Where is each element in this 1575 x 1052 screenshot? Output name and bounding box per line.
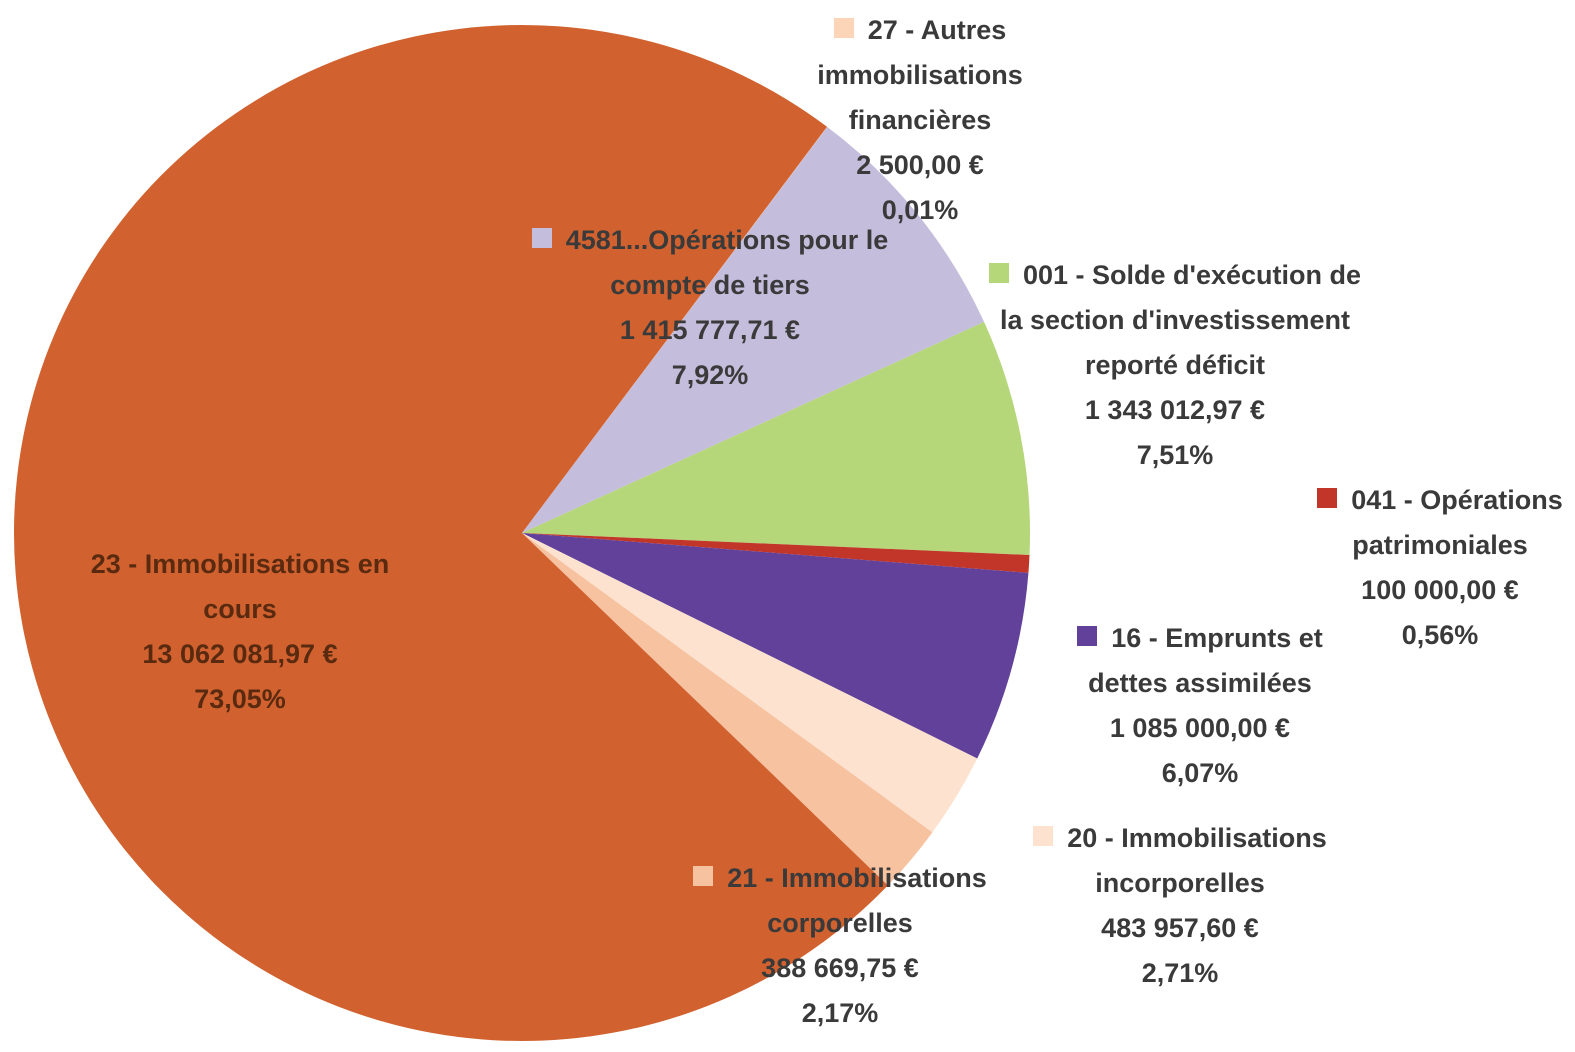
category-label: 4581...Opérations pour le compte de tier… xyxy=(565,225,889,300)
legend-swatch xyxy=(833,18,854,38)
category-line: 27 - Autres immobilisations financières xyxy=(795,8,1045,143)
category-label: 001 - Solde d'exécution de la section d'… xyxy=(999,260,1361,380)
category-line: 16 - Emprunts et dettes assimilées xyxy=(1045,616,1355,706)
pie-slice xyxy=(522,126,828,533)
amount-label: 388 669,75 € xyxy=(761,953,919,983)
value-label: 2,71% xyxy=(1141,958,1219,988)
value-label: 6,07% xyxy=(1161,758,1239,788)
category-label: 23 - Immobilisations en cours xyxy=(90,549,390,624)
value-label: 0,56% xyxy=(1401,620,1479,650)
legend-swatch xyxy=(1077,626,1098,646)
amount-label: 100 000,00 € xyxy=(1361,575,1519,605)
amount-label: 1 415 777,71 € xyxy=(619,315,801,345)
value-label: 7,51% xyxy=(1136,440,1214,470)
category-label: 27 - Autres immobilisations financières xyxy=(817,15,1023,135)
pie-slice xyxy=(14,24,888,1041)
amount-label: 2 500,00 € xyxy=(856,150,984,180)
slice-label: 20 - Immobilisations incorporelles 483 95… xyxy=(1015,816,1345,996)
pie-slice xyxy=(522,321,1030,556)
value-label: 7,92% xyxy=(671,360,749,390)
amount-label: 1 085 000,00 € xyxy=(1109,713,1291,743)
category-line: 20 - Immobilisations incorporelles xyxy=(1015,816,1345,906)
value-label: 2,17% xyxy=(801,998,879,1028)
slice-label: 23 - Immobilisations en cours 13 062 081,… xyxy=(55,542,425,722)
legend-swatch xyxy=(1317,488,1338,508)
pie-slice xyxy=(522,533,933,886)
amount-label: 483 957,60 € xyxy=(1101,913,1259,943)
slice-label: 4581...Opérations pour le compte de tier… xyxy=(510,218,910,398)
value-label: 73,05% xyxy=(194,684,286,714)
slice-label: 041 - Opérations patrimoniales 100 000,00… xyxy=(1310,478,1570,658)
category-label: 20 - Immobilisations incorporelles xyxy=(1067,823,1327,898)
value-label: 0,01% xyxy=(881,195,959,225)
pie-slice xyxy=(522,533,978,833)
legend-swatch xyxy=(988,263,1009,283)
amount-label: 1 343 012,97 € xyxy=(1084,395,1266,425)
category-line: 001 - Solde d'exécution de la section d'… xyxy=(985,253,1365,388)
category-line: 041 - Opérations patrimoniales xyxy=(1310,478,1570,568)
pie-slice xyxy=(522,533,1029,759)
slice-label: 21 - Immobilisations corporelles 388 669,… xyxy=(675,856,1005,1036)
pie-slice xyxy=(522,126,985,534)
category-label: 21 - Immobilisations corporelles xyxy=(727,863,987,938)
category-line: 21 - Immobilisations corporelles xyxy=(675,856,1005,946)
category-line: 23 - Immobilisations en cours xyxy=(55,542,425,632)
category-line: 4581...Opérations pour le compte de tier… xyxy=(510,218,910,308)
slice-label: 16 - Emprunts et dettes assimilées 1 085 … xyxy=(1045,616,1355,796)
slice-label: 001 - Solde d'exécution de la section d'… xyxy=(985,253,1365,478)
category-label: 16 - Emprunts et dettes assimilées xyxy=(1088,623,1323,698)
legend-swatch xyxy=(693,866,714,886)
slice-label: 27 - Autres immobilisations financières 2… xyxy=(795,8,1045,233)
category-label: 041 - Opérations patrimoniales xyxy=(1351,485,1563,560)
legend-swatch xyxy=(531,228,552,248)
legend-swatch xyxy=(1033,826,1054,846)
amount-label: 13 062 081,97 € xyxy=(142,639,338,669)
pie-slice xyxy=(522,533,1030,573)
